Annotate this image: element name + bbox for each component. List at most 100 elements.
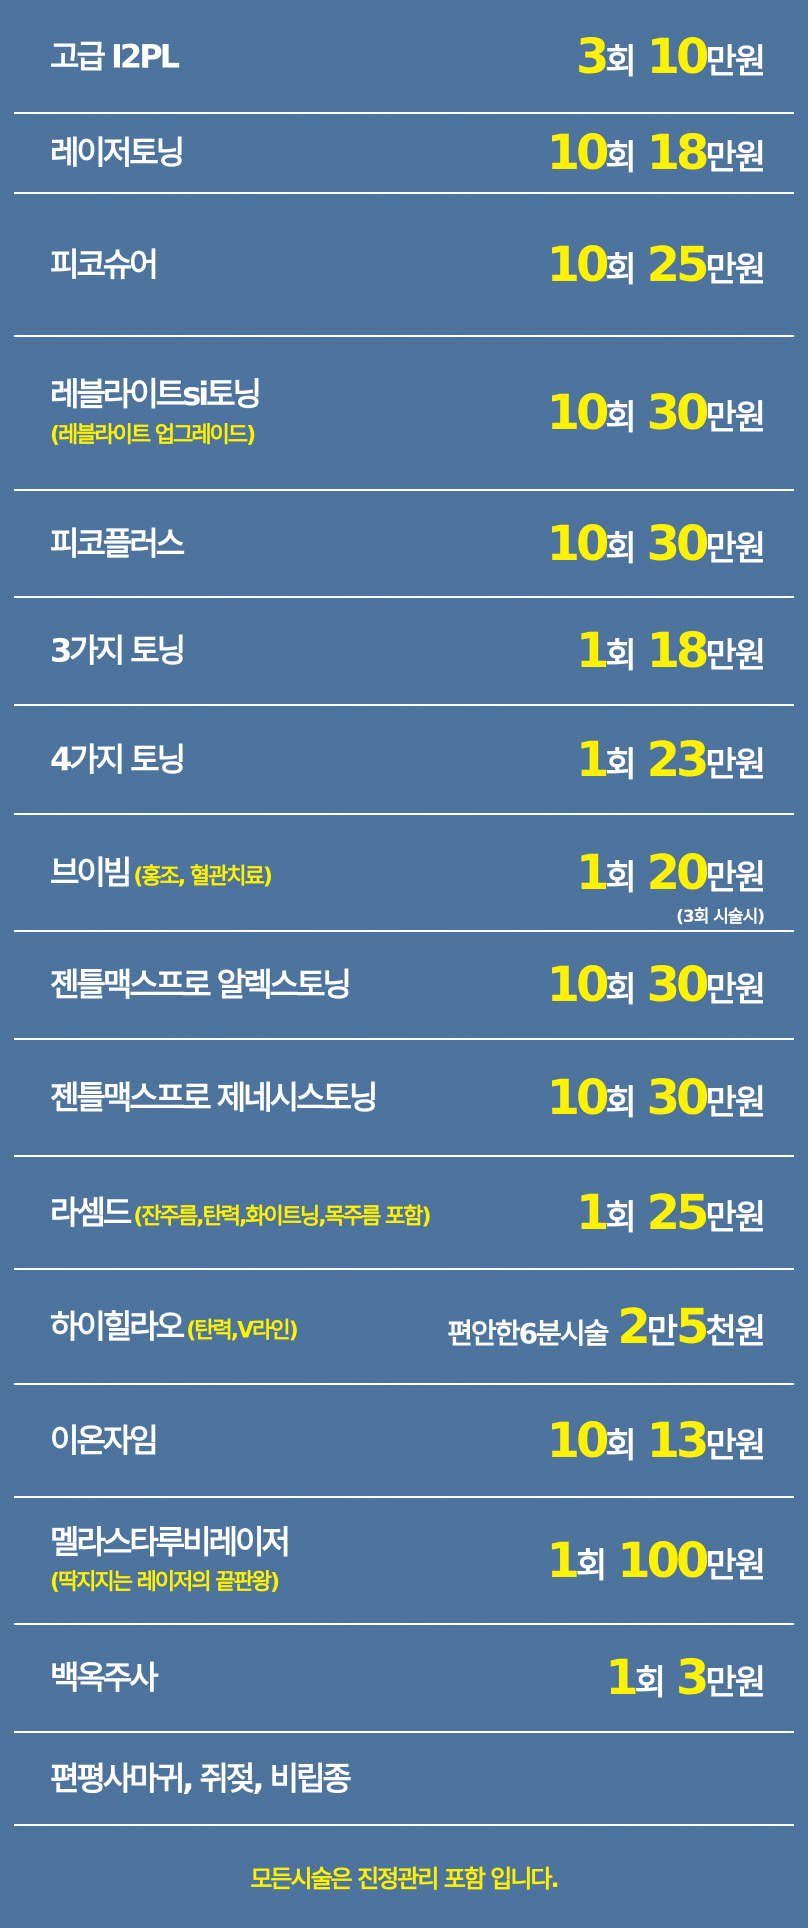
price-number: 30 [646, 1069, 710, 1126]
price-number: 10 [646, 28, 710, 85]
treatment-name: 이온자임 [50, 1421, 159, 1460]
treatment-name: 편평사마귀, 쥐젖, 비립종 [50, 1760, 352, 1797]
price-number: 25 [646, 1184, 710, 1241]
treatment-label: 3가지 토닝 [50, 631, 186, 670]
price-row: 고급 I2PL 3회 10만원 [0, 0, 808, 114]
price-unit: 회 [605, 744, 636, 785]
treatment-label: 라셈드 [50, 1193, 132, 1232]
treatment-name: 3가지 토닝 [50, 631, 186, 670]
price: 10회 30만원 [546, 385, 766, 441]
price-number: 18 [646, 125, 710, 181]
treatment-name: 피코슈어 [50, 245, 159, 284]
price-row: 멜라스타루비레이저 (딱지지는 레이저의 끝판왕) 1회 100만원 [0, 1497, 808, 1625]
price-row: 3가지 토닝 1회 18만원 [0, 597, 808, 706]
price-row: 레블라이트si토닝 (레블라이트 업그레이드) 10회 30만원 [0, 336, 808, 491]
price-row: 이온자임 10회 13만원 [0, 1384, 808, 1498]
footer-note: 모든시술은 진정관리 포함 입니다. [0, 1825, 808, 1928]
price-unit: 만원 [705, 857, 766, 898]
price: 10회 18만원 [547, 125, 766, 181]
treatment-label: 4가지 토닝 [50, 740, 186, 779]
treatment-name: 브이빔 (홍조, 혈관치료) [50, 853, 273, 892]
treatment-label: 백옥주사 [50, 1658, 159, 1697]
treatment-label: 레블라이트si토닝 [50, 375, 262, 414]
price-row: 젠틀맥스프로 제네시스토닝 10회 30만원 [0, 1039, 808, 1157]
price-unit: 만원 [705, 41, 766, 82]
price-number: 10 [546, 1069, 610, 1126]
divider [14, 1383, 794, 1385]
price-number: 3 [676, 1650, 709, 1706]
treatment-name: 백옥주사 [50, 1658, 159, 1697]
treatment-name: 젠틀맥스프로 제네시스토닝 [50, 1078, 378, 1117]
price: 10회 30만원 [546, 1069, 766, 1126]
price-unit: 회 [605, 1425, 636, 1466]
treatment-label: 고급 I2PL [50, 37, 180, 76]
price-unit: 만원 [705, 1082, 766, 1123]
price: 10회 13만원 [547, 1413, 766, 1469]
treatment-name: 젠틀맥스프로 알렉스토닝 [50, 966, 352, 1004]
price-row: 젠틀맥스프로 알렉스토닝 10회 30만원 [0, 931, 808, 1040]
divider [14, 1155, 794, 1157]
treatment-label: 하이힐라오 [50, 1307, 185, 1346]
treatment-name: 멜라스타루비레이저 (딱지지는 레이저의 끝판왕) [50, 1522, 291, 1598]
treatment-name: 고급 I2PL [50, 37, 180, 76]
price-row: 백옥주사 1회 3만원 [0, 1624, 808, 1733]
price: 10회 25만원 [546, 236, 766, 293]
price-unit: 회 [605, 857, 636, 898]
divider [14, 1268, 794, 1270]
price-unit: 만원 [705, 138, 766, 178]
treatment-label: 피코슈어 [50, 245, 159, 284]
price: 1회 18만원 [576, 623, 766, 679]
price-unit: 만원 [705, 1197, 766, 1238]
treatment-name: 라셈드 (잔주름,탄력,화이트닝,목주름 포함) [50, 1193, 432, 1232]
price-number: 18 [646, 623, 710, 679]
price-unit: 회 [605, 249, 636, 290]
divider [14, 112, 794, 114]
treatment-detail: (탄력,V라인) [186, 1318, 298, 1344]
price-unit: 만원 [705, 528, 766, 569]
treatment-label: 브이빔 [50, 853, 132, 892]
price-unit: 만원 [705, 249, 766, 290]
price-unit: 만원 [705, 744, 766, 785]
price-unit: 회 [605, 970, 636, 1010]
price-number: 25 [646, 236, 710, 293]
treatment-name: 레이저토닝 [50, 133, 185, 172]
price-number: 1 [546, 1532, 580, 1589]
treatment-label: 멜라스타루비레이저 [50, 1522, 291, 1561]
divider [14, 335, 794, 337]
price-number: 3 [575, 28, 609, 85]
price-number: 100 [617, 1532, 709, 1589]
treatment-label: 레이저토닝 [50, 133, 185, 172]
price-unit: 만원 [705, 1663, 766, 1703]
price: 1회 23만원 [576, 732, 766, 788]
price-unit: 만원 [705, 398, 766, 438]
treatment-label: 이온자임 [50, 1421, 159, 1460]
price-row: 라셈드 (잔주름,탄력,화이트닝,목주름 포함) 1회 25만원 [0, 1156, 808, 1270]
price-unit: 만원 [705, 1545, 766, 1586]
divider [14, 1731, 794, 1733]
price-unit: 회 [605, 398, 636, 438]
price: 10회 30만원 [546, 957, 766, 1013]
price-number: 2 [617, 1298, 650, 1355]
price-row: 편평사마귀, 쥐젖, 비립종 [0, 1732, 808, 1826]
price-number: 30 [646, 385, 710, 441]
price-unit: 편안한6분시술 [447, 1316, 609, 1350]
price-number: 30 [646, 515, 710, 572]
price-number: 10 [546, 957, 610, 1013]
treatment-label: 피코플러스 [50, 524, 185, 563]
price: 1회 20만원 [576, 845, 766, 901]
divider [14, 1623, 794, 1625]
price-unit: 천원 [705, 1311, 766, 1352]
treatment-label: 젠틀맥스프로 제네시스토닝 [50, 1078, 378, 1117]
price-number: 10 [546, 385, 610, 441]
price: 1회 3만원 [605, 1650, 766, 1706]
price-unit: 만원 [705, 970, 766, 1010]
price-number: 10 [546, 236, 610, 293]
price-number: 30 [646, 957, 710, 1013]
price: 1회 25만원 [576, 1184, 766, 1241]
price-unit: 만원 [705, 1425, 766, 1466]
treatment-name: 피코플러스 [50, 524, 185, 563]
price-row: 브이빔 (홍조, 혈관치료) 1회 20만원 (3회 시술시) [0, 814, 808, 932]
price-number: 10 [546, 515, 610, 572]
price-unit: 회 [605, 528, 636, 569]
divider [14, 930, 794, 932]
